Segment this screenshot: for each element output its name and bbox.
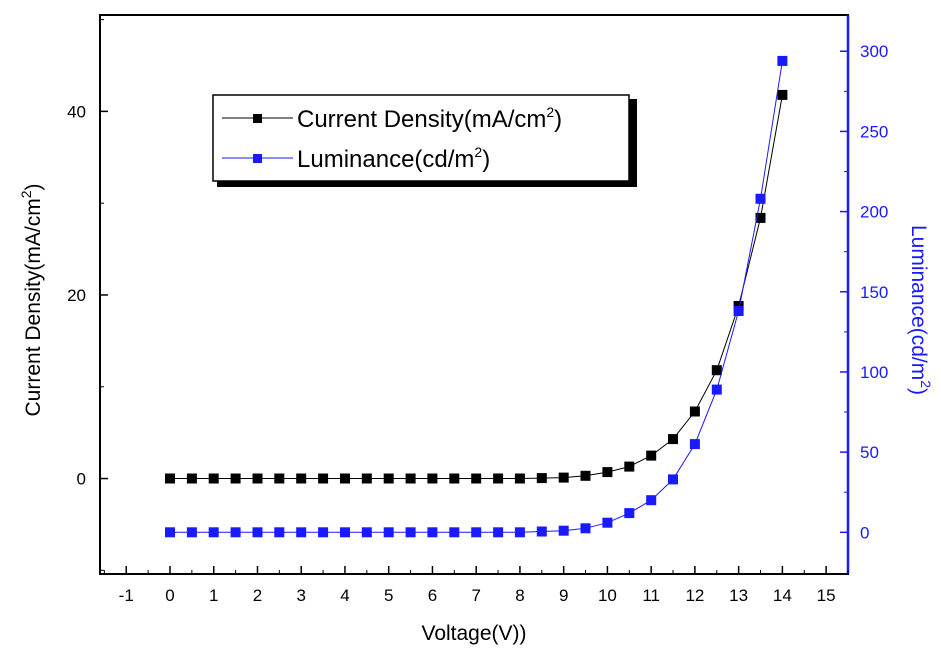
y-right-tick-label: 150	[860, 283, 888, 302]
current-density-point	[558, 472, 569, 483]
y-left-axis-ticks: 0 20 40	[67, 19, 108, 571]
current-density-point	[274, 473, 285, 484]
current-density-point	[514, 473, 525, 484]
x-tick-label: 2	[253, 586, 262, 605]
y-right-tick-label: 100	[860, 363, 888, 382]
luminance-point	[383, 527, 394, 538]
current-density-point	[252, 473, 263, 484]
y-right-axis-ticks: 0 50 100 150 200 250 300	[840, 42, 888, 542]
luminance-point	[449, 527, 460, 538]
x-tick-label: 4	[340, 586, 349, 605]
luminance-point	[668, 474, 678, 485]
x-tick-label: 7	[471, 586, 480, 605]
current-density-point	[668, 434, 678, 445]
x-tick-label: 10	[598, 586, 617, 605]
luminance-point	[689, 439, 700, 450]
luminance-point	[186, 527, 197, 538]
luminance-point	[340, 527, 350, 538]
y-left-tick-label: 20	[67, 286, 86, 305]
luminance-point	[274, 527, 285, 538]
current-density-point	[689, 406, 700, 417]
current-density-point	[711, 365, 722, 376]
x-tick-label: 13	[729, 586, 748, 605]
current-density-point	[296, 473, 307, 484]
current-density-point	[186, 473, 197, 484]
current-density-point	[580, 470, 591, 481]
luminance-point	[755, 193, 766, 204]
x-tick-label: 3	[296, 586, 305, 605]
current-density-point	[318, 473, 329, 484]
x-tick-label: 15	[817, 586, 836, 605]
y-right-tick-label: 50	[860, 443, 879, 462]
current-density-point	[536, 473, 547, 484]
luminance-point	[471, 527, 482, 538]
legend-label-current-density: Current Density(mA/cm2)	[297, 104, 562, 133]
luminance-point	[580, 523, 591, 534]
luminance-point	[777, 55, 788, 66]
luminance-point	[602, 517, 613, 528]
x-tick-label: 9	[559, 586, 568, 605]
current-density-point	[493, 473, 504, 484]
y-right-tick-label: 250	[860, 122, 888, 141]
luminance-point	[165, 527, 175, 538]
x-axis-title: Voltage(V))	[421, 622, 526, 645]
legend: Current Density(mA/cm2) Luminance(cd/m2)	[212, 94, 630, 182]
luminance-point	[318, 527, 329, 538]
luminance-point	[624, 508, 635, 519]
current-density-point	[361, 473, 372, 484]
x-tick-label: 14	[773, 586, 792, 605]
current-density-point	[208, 473, 219, 484]
luminance-point	[405, 527, 416, 538]
luminance-point	[252, 527, 263, 538]
current-density-point	[165, 473, 175, 484]
x-tick-label: 11	[642, 586, 660, 605]
y-right-tick-label: 300	[860, 42, 888, 61]
luminance-point	[296, 527, 307, 538]
y-left-tick-label: 40	[67, 102, 86, 121]
legend-marker-current-density	[253, 114, 262, 123]
luminance-point	[493, 527, 504, 538]
legend-box	[212, 94, 630, 182]
x-axis-ticks: -1 0 1 2 3 4 5 6 7 8 9 10 11 12 13 14 15	[103, 566, 849, 605]
current-density-point	[755, 212, 766, 223]
luminance-point	[536, 526, 547, 537]
y-left-tick-label: 0	[77, 470, 86, 489]
current-density-point	[427, 473, 438, 484]
current-density-point	[405, 473, 416, 484]
current-density-point	[471, 473, 482, 484]
luminance-point	[230, 527, 241, 538]
current-density-point	[624, 461, 635, 472]
x-tick-label: -1	[119, 586, 134, 605]
y-right-tick-label: 200	[860, 203, 888, 222]
x-tick-label: 5	[384, 586, 393, 605]
luminance-point	[427, 527, 438, 538]
current-density-point	[777, 89, 788, 100]
current-density-point	[602, 467, 613, 478]
x-tick-label: 6	[428, 586, 437, 605]
x-tick-label: 1	[209, 586, 218, 605]
x-tick-label: 0	[165, 586, 174, 605]
luminance-point	[514, 527, 525, 538]
x-tick-label: 8	[515, 586, 524, 605]
luminance-point	[208, 527, 219, 538]
current-density-point	[646, 450, 657, 461]
luminance-point	[361, 527, 372, 538]
luminance-point	[558, 525, 569, 536]
current-density-point	[340, 473, 350, 484]
legend-marker-luminance	[253, 154, 262, 163]
y-right-axis-title: Luminance(cd/m2)	[907, 225, 934, 395]
current-density-point	[383, 473, 394, 484]
x-tick-label: 12	[685, 586, 704, 605]
luminance-point	[711, 384, 722, 395]
y-left-axis-title: Current Density(mA/cm2)	[18, 184, 45, 417]
luminance-point	[733, 306, 744, 316]
current-density-point	[230, 473, 241, 484]
y-right-tick-label: 0	[860, 523, 869, 542]
luminance-point	[646, 495, 657, 506]
legend-label-luminance: Luminance(cd/m2)	[297, 144, 490, 173]
current-density-point	[449, 473, 460, 484]
series-layer	[165, 55, 788, 538]
